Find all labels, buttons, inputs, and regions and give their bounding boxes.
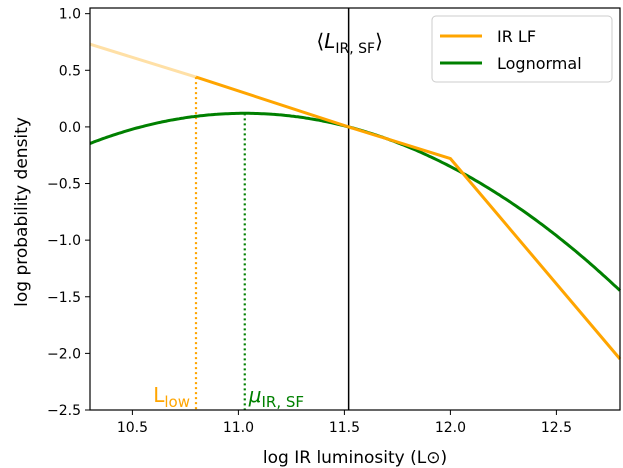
series-ir-lf-faded xyxy=(89,42,197,79)
axis-ticks: 10.5 11.0 11.5 12.0 12.5 −2.5 −2.0 −1.5 −1.0 −0.5… xyxy=(47,7,572,436)
series-ir-lf-line xyxy=(195,75,622,360)
x-tick-label: 11.0 xyxy=(223,420,254,436)
x-axis-label: log IR luminosity (L⊙) xyxy=(263,448,447,468)
y-axis-label: log probability density xyxy=(12,117,32,307)
y-tick-label: −1.5 xyxy=(47,290,81,306)
plot-area xyxy=(89,8,622,410)
y-tick-label: 0.5 xyxy=(59,63,81,79)
y-tick-label: 1.0 xyxy=(59,7,81,23)
legend-label-lognormal: Lognormal xyxy=(497,54,582,73)
legend: IR LF Lognormal xyxy=(431,15,613,83)
plot-frame xyxy=(89,7,621,411)
y-tick-label: −1.0 xyxy=(47,233,81,249)
y-tick-label: −2.5 xyxy=(47,403,81,419)
annotation-l_low: Llow xyxy=(153,383,190,411)
annotations: ⟨LIR, SF⟩ Llow μIR, SF xyxy=(153,29,383,411)
y-tick-label: 0.0 xyxy=(59,120,81,136)
annotation-lum_sf: ⟨LIR, SF⟩ xyxy=(316,29,382,57)
x-tick-label: 12.0 xyxy=(435,420,466,436)
x-tick-label: 12.5 xyxy=(541,420,572,436)
y-tick-label: −2.0 xyxy=(47,346,81,362)
y-tick-label: −0.5 xyxy=(47,177,81,193)
x-tick-label: 11.5 xyxy=(329,420,360,436)
legend-label-ir-lf: IR LF xyxy=(497,27,536,46)
legend-box xyxy=(431,15,613,83)
x-tick-label: 10.5 xyxy=(117,420,148,436)
annotation-mu_sf: μIR, SF xyxy=(248,383,304,411)
